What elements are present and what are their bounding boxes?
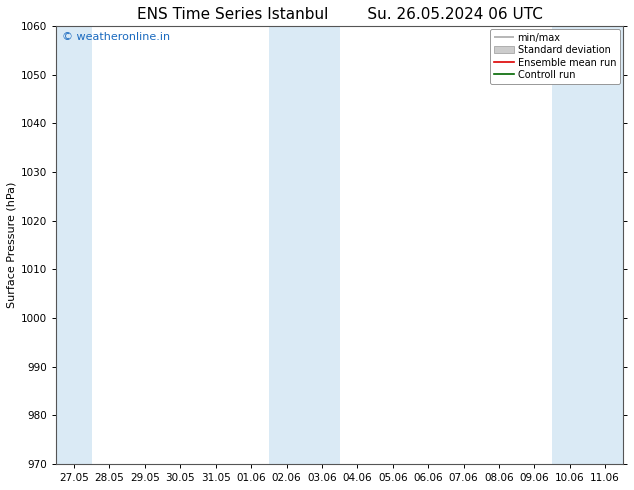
Bar: [56, 26, 92, 464]
Bar: [552, 26, 623, 464]
Y-axis label: Surface Pressure (hPa): Surface Pressure (hPa): [7, 182, 17, 308]
Text: © weatheronline.in: © weatheronline.in: [62, 32, 170, 43]
Title: ENS Time Series Istanbul        Su. 26.05.2024 06 UTC: ENS Time Series Istanbul Su. 26.05.2024 …: [137, 7, 543, 22]
Legend: min/max, Standard deviation, Ensemble mean run, Controll run: min/max, Standard deviation, Ensemble me…: [490, 29, 620, 84]
Bar: [269, 26, 340, 464]
